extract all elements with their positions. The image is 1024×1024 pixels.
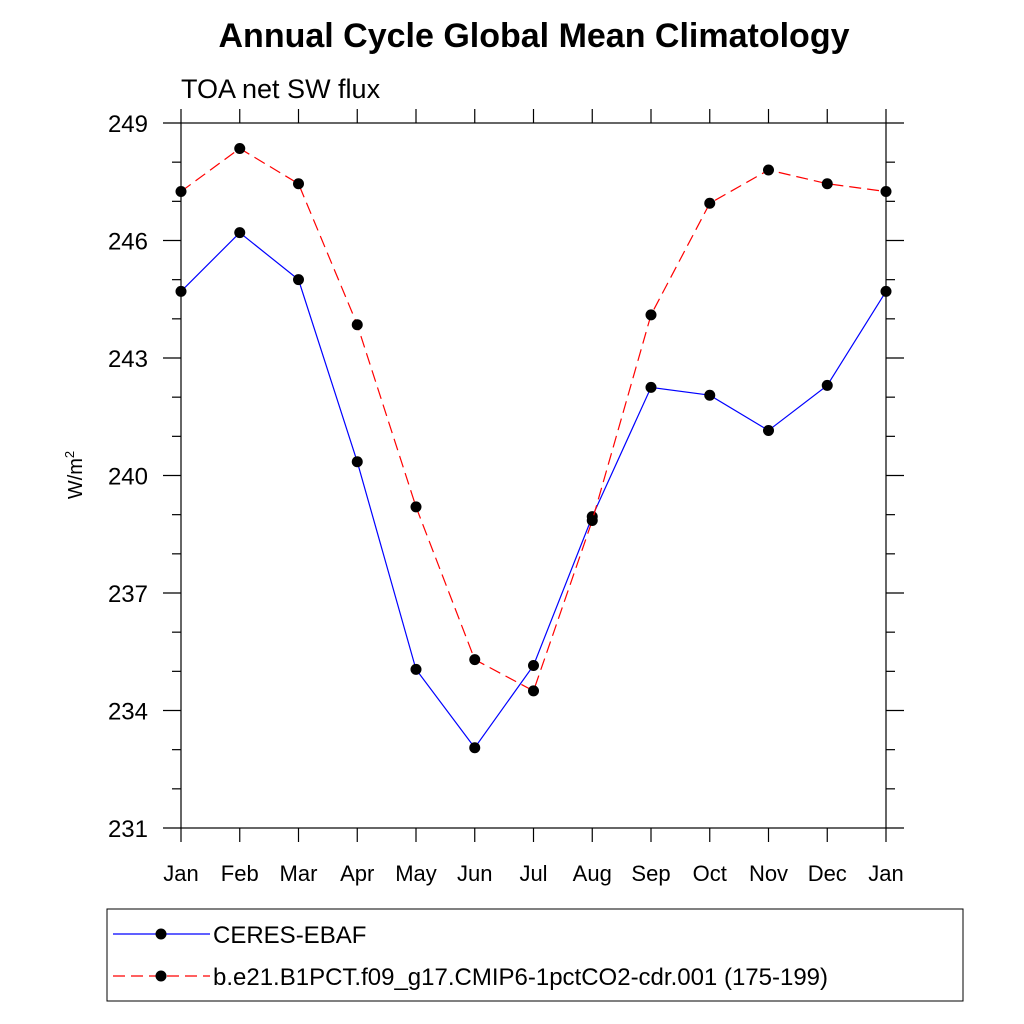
x-tick-label: Jul [519,861,547,886]
plot-frame [180,122,887,829]
series-0-point [410,663,422,675]
y-tick-label: 249 [108,111,148,138]
series-0-point [880,285,892,297]
series-1-point [586,515,598,527]
series-1-point [880,186,892,198]
series-0-point [645,381,657,393]
series-1-point [234,142,246,154]
series-1-point [351,319,363,331]
series-0-point [234,227,246,239]
x-tick-label: Sep [631,861,670,886]
series-0-point [175,285,187,297]
x-tick-label: Feb [221,861,259,886]
y-tick-label: 231 [108,816,148,843]
x-tick-label: Jan [868,861,903,886]
x-tick-label: May [395,861,437,886]
legend-entry-ceres: CERES-EBAF [113,922,366,949]
legend-label-ceres: CERES-EBAF [213,922,366,949]
x-tick-label: Jan [163,861,198,886]
series-1-point [528,685,539,697]
legend-entry-model: b.e21.B1PCT.f09_g17.CMIP6-1pctCO2-cdr.00… [113,964,828,991]
x-tick-label: Mar [280,861,318,886]
series-0-point [821,379,833,391]
x-tick-label: Aug [573,861,612,886]
y-tick-label: 234 [108,699,148,726]
series-1-point [293,178,304,190]
y-tick-label: 243 [108,346,148,373]
series-0-point [469,742,481,754]
y-axis-title-superscript: 2 [62,451,77,458]
series-1-point [469,654,481,666]
chart-subtitle: TOA net SW flux [181,74,381,104]
x-tick-label: Nov [749,861,788,886]
chart-title: Annual Cycle Global Mean Climatology [219,17,850,55]
y-axis-title-base: W/m [65,458,87,499]
series-0-point [704,389,716,401]
series-1-point [763,164,774,176]
series-1-point [645,309,657,321]
y-tick-label: 246 [108,229,148,256]
series-1-point [704,197,716,209]
y-tick-label: 237 [108,581,148,608]
x-tick-label: Oct [693,861,727,886]
series-0-point [351,456,363,468]
y-axis: 231 234 237 240 243 246 249 [108,111,904,843]
legend-marker-ceres [155,928,167,940]
legend-label-model: b.e21.B1PCT.f09_g17.CMIP6-1pctCO2-cdr.00… [213,964,828,991]
series-0-point [763,424,774,436]
series-0-point [528,659,539,671]
series-line-1 [180,147,887,692]
series-1-point [410,501,422,513]
x-tick-label: Dec [808,861,847,886]
legend-box [106,908,964,1002]
series-layer [175,142,892,754]
series-1-point [821,178,833,190]
x-axis: Jan Feb Mar Apr May Jun Jul Aug Sep Oct Nov Dec Jan [163,109,904,886]
y-axis-title: W/m2 [62,451,87,499]
x-tick-label: Jun [457,861,492,886]
x-tick-label: Apr [340,861,374,886]
series-1-point [175,186,187,198]
series-0-point [293,274,304,286]
y-tick-label: 240 [108,464,148,491]
legend-marker-model [155,970,167,982]
